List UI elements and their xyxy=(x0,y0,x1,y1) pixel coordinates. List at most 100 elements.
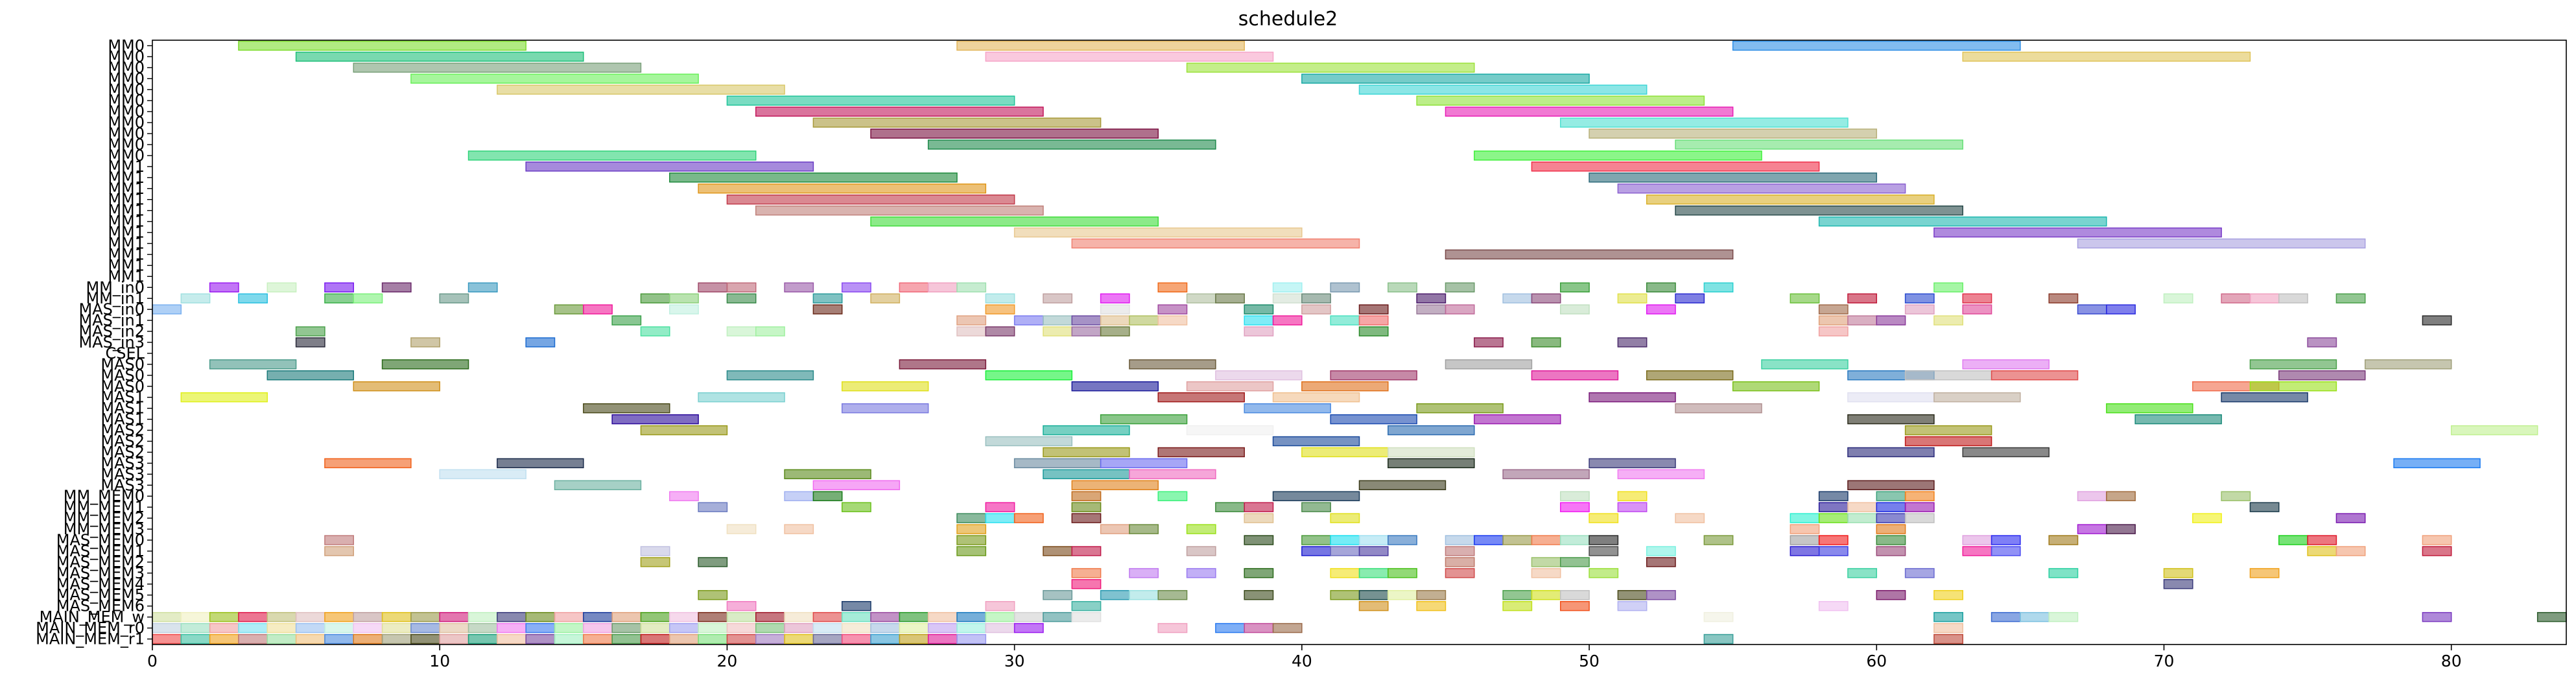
gantt-bar xyxy=(1933,227,2222,238)
gantt-bar xyxy=(956,40,1245,51)
gantt-bar xyxy=(2192,513,2222,523)
gantt-bar xyxy=(1790,524,1820,534)
y-tick-label: MM_MEM0 xyxy=(64,487,145,505)
x-tick-label: 0 xyxy=(147,652,158,670)
gantt-bar xyxy=(1474,150,1762,161)
gantt-bar xyxy=(1071,502,1102,512)
gantt-bar xyxy=(1388,458,1475,469)
gantt-bar xyxy=(266,282,297,292)
gantt-bar xyxy=(1129,568,1159,578)
gantt-bar xyxy=(2422,611,2452,622)
gantt-bar xyxy=(1962,293,1992,303)
y-tick-label: MAS_in3 xyxy=(78,333,145,351)
gantt-bar xyxy=(381,282,412,292)
gantt-bar xyxy=(640,633,670,645)
gantt-bar xyxy=(1933,392,2021,403)
gantt-bar xyxy=(1589,458,1676,469)
gantt-bar xyxy=(1043,293,1073,303)
gantt-bar xyxy=(583,403,670,414)
gantt-bar xyxy=(1388,425,1475,436)
y-tick-label: MAS3 xyxy=(100,465,145,483)
gantt-bar xyxy=(1100,524,1130,534)
gantt-bar xyxy=(1358,590,1389,600)
gantt-bar xyxy=(1589,392,1676,403)
gantt-bar xyxy=(755,611,785,622)
gantt-bar xyxy=(1071,381,1159,392)
y-tick-label: MM0 xyxy=(108,36,145,54)
gantt-bar xyxy=(180,611,211,622)
gantt-bar xyxy=(381,359,469,370)
gantt-bar xyxy=(1358,535,1389,545)
gantt-bar xyxy=(1100,458,1188,469)
gantt-bar xyxy=(669,491,699,501)
gantt-bar xyxy=(1876,546,1906,556)
gantt-bar xyxy=(1991,546,2021,556)
gantt-bar xyxy=(1129,469,1216,480)
gantt-bar xyxy=(525,633,556,645)
gantt-bar xyxy=(439,633,469,645)
gantt-bar xyxy=(698,557,728,567)
x-tick-label: 70 xyxy=(2154,652,2175,670)
gantt-bar xyxy=(1330,568,1360,578)
gantt-bar xyxy=(841,282,871,292)
gantt-bar xyxy=(1991,611,2021,622)
gantt-bar xyxy=(410,633,440,645)
gantt-bar xyxy=(1129,315,1159,325)
gantt-bar xyxy=(2048,568,2079,578)
gantt-bar xyxy=(2106,524,2136,534)
gantt-bar xyxy=(956,633,987,645)
gantt-bar xyxy=(1445,304,1475,314)
gantt-bar xyxy=(2249,293,2280,303)
gantt-bar xyxy=(985,622,1015,633)
gantt-bar xyxy=(1071,546,1102,556)
gantt-bar xyxy=(1589,513,1619,523)
gantt-bar xyxy=(1043,590,1073,600)
gantt-bar xyxy=(784,491,814,501)
gantt-bar xyxy=(726,600,757,611)
x-tick-label: 80 xyxy=(2441,652,2462,670)
gantt-bar xyxy=(2077,491,2107,501)
gantt-bar xyxy=(1531,568,1561,578)
gantt-bar xyxy=(1933,590,1963,600)
gantt-bar xyxy=(1358,315,1389,325)
gantt-bar xyxy=(1818,546,1849,556)
gantt-bar xyxy=(525,337,556,348)
gantt-bar xyxy=(353,293,383,303)
y-tick-label: MAS_MEM5 xyxy=(56,586,145,604)
gantt-bar xyxy=(1272,293,1303,303)
gantt-bar xyxy=(1560,117,1849,128)
gantt-bar xyxy=(1043,447,1130,458)
gantt-bar xyxy=(1818,491,1849,501)
gantt-bar xyxy=(1244,590,1274,600)
gantt-bar xyxy=(2048,293,2079,303)
gantt-bar xyxy=(640,611,670,622)
gantt-bar xyxy=(439,622,469,633)
gantt-bar xyxy=(324,293,354,303)
gantt-bar xyxy=(2163,293,2193,303)
gantt-bar xyxy=(985,326,1015,337)
gantt-bar xyxy=(1330,315,1360,325)
gantt-bar xyxy=(870,611,901,622)
gantt-bar xyxy=(1388,282,1417,292)
gantt-bar xyxy=(985,436,1073,447)
gantt-bar xyxy=(1244,326,1274,337)
gantt-bar xyxy=(1876,590,1906,600)
gantt-bar xyxy=(1388,447,1475,458)
gantt-bar xyxy=(1847,392,1935,403)
gantt-bar xyxy=(899,282,929,292)
y-tick-label: MM0 xyxy=(108,136,145,154)
gantt-bar xyxy=(1071,480,1159,490)
gantt-bar xyxy=(1416,590,1447,600)
y-tick-label: MM_MEM1 xyxy=(64,498,145,516)
gantt-bar xyxy=(1244,568,1274,578)
gantt-bar xyxy=(525,622,556,633)
y-tick-label: MM1 xyxy=(108,213,145,231)
gantt-bar xyxy=(726,195,1015,205)
gantt-bar xyxy=(209,359,297,370)
gantt-bar xyxy=(1502,600,1533,611)
gantt-bar xyxy=(927,622,958,633)
gantt-bar xyxy=(2249,381,2337,392)
gantt-bar xyxy=(1445,249,1734,260)
bars-group xyxy=(152,40,2567,645)
